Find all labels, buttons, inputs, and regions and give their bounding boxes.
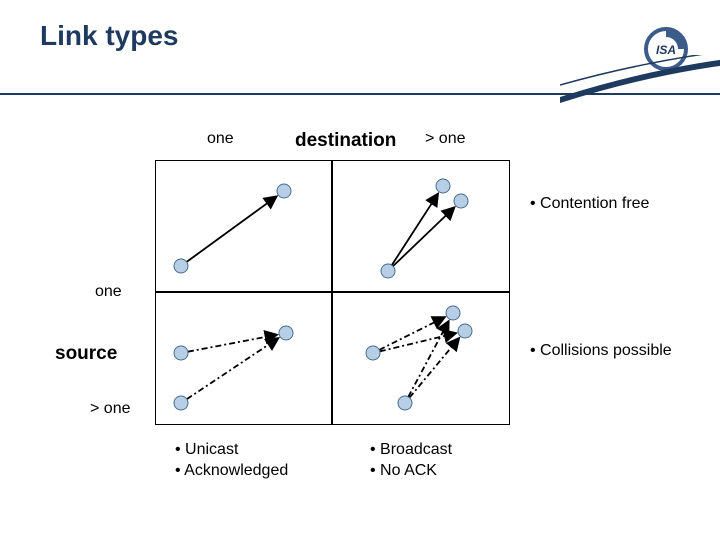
annotation-collisions: • Collisions possible	[530, 342, 672, 360]
bottom-label-broadcast: • Broadcast • No ACK	[370, 440, 452, 482]
col-header-one: one	[207, 130, 234, 148]
diagram-bl	[156, 293, 333, 425]
bottom-broadcast-line1: • Broadcast	[370, 440, 452, 461]
cell-broadcast-one-dest	[155, 292, 332, 425]
cell-broadcast-multi-dest	[332, 292, 510, 425]
slide-header: Link types ISA	[0, 0, 720, 95]
diagram-tr	[333, 161, 510, 293]
svg-text:ISA: ISA	[656, 43, 676, 57]
link-type-grid	[155, 160, 510, 425]
bottom-broadcast-line2: • No ACK	[370, 461, 452, 482]
diagram-tl	[156, 161, 333, 293]
bottom-unicast-line1: • Unicast	[175, 440, 288, 461]
cell-unicast-one-dest	[155, 160, 332, 292]
row-header-one: one	[95, 283, 122, 301]
bottom-unicast-line2: • Acknowledged	[175, 461, 288, 482]
cell-unicast-multi-dest	[332, 160, 510, 292]
col-header-gt-one: > one	[425, 130, 465, 148]
row-header-gt-one: > one	[90, 400, 130, 418]
col-header-destination: destination	[295, 130, 396, 152]
slide-content: one destination > one one source > one •…	[0, 95, 720, 540]
annotation-contention-free: • Contention free	[530, 195, 649, 213]
slide-title: Link types	[40, 20, 680, 52]
bottom-label-unicast: • Unicast • Acknowledged	[175, 440, 288, 482]
isa-logo: ISA	[642, 25, 690, 73]
diagram-br	[333, 293, 510, 425]
row-header-source: source	[55, 343, 117, 365]
